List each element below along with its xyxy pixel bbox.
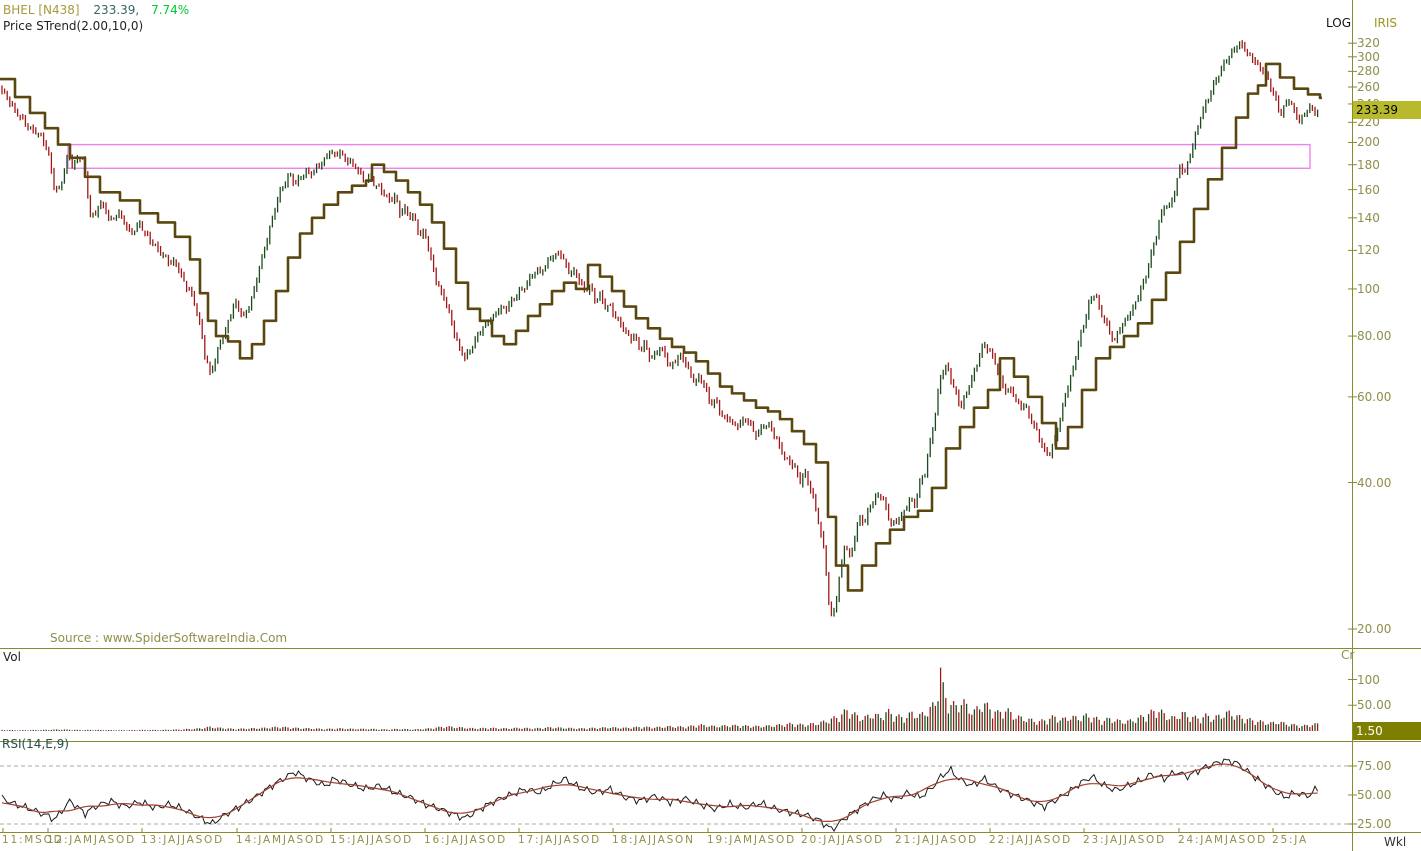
price-tick-320: 320 [1357,36,1380,51]
price-tick-180: 180 [1357,157,1380,172]
chart-header: BHEL [N438] 233.39, 7.74% [3,3,189,17]
price-tick-160: 160 [1357,182,1380,197]
change-percent-label: 7.74% [151,3,190,17]
price-tick-80.00: 80.00 [1357,329,1392,344]
log-scale-label: LOG [1326,16,1352,30]
rsi-panel-label: RSI(14,E,9) [2,737,69,751]
time-tick-11: 11:MSOD [2,834,64,846]
price-tick-280: 280 [1357,64,1380,79]
price-tick-140: 140 [1357,210,1380,225]
time-tick-22: 22:JAJJASOD [989,834,1072,846]
time-tick-21: 21:JAJJASOD [895,834,978,846]
price-tick-40.00: 40.00 [1357,475,1392,490]
rsi-tick-25.00: 25.00 [1357,817,1392,831]
source-note: Source : www.SpiderSoftwareIndia.Com [50,631,288,645]
time-tick-16: 16:JAJJASOD [424,834,507,846]
last-price-badge: 233.39 [1353,101,1421,119]
time-tick-24: 24:JAMJASOD [1178,834,1267,846]
app-watermark: IRIS [1374,16,1398,30]
volume-panel-label: Vol [3,650,21,664]
time-tick-20: 20:JAJJASOD [801,834,884,846]
price-tick-100: 100 [1357,281,1380,296]
price-tick-20.00: 20.00 [1357,622,1392,636]
price-tick-260: 260 [1357,80,1380,95]
volume-baseline-badge: 1.50 [1353,722,1421,740]
price-tick-60.00: 60.00 [1357,389,1392,404]
volume-tick-100: 100 [1357,672,1380,687]
timeframe-label: Wkl [1384,835,1407,849]
rsi-tick-75.00: 75.00 [1357,759,1392,773]
time-tick-18: 18:JAJJASON [612,834,695,846]
time-tick-14: 14:JAMJASOD [236,834,325,846]
time-tick-12: 12:JAMJASOD [47,834,136,846]
price-tick-200: 200 [1357,135,1380,150]
time-tick-23: 23:JAJJASOD [1083,834,1166,846]
time-tick-19: 19:JAMJASOD [707,834,796,846]
volume-unit-label: Cr [1341,648,1355,662]
indicator-header: Price STrend(2.00,10,0) [3,19,144,33]
symbol-label: BHEL [N438] [3,3,80,17]
time-tick-25: 25:JA [1272,834,1308,846]
price-tick-300: 300 [1357,49,1380,64]
time-axis-labels: 11:MSOD 12:JAMJASOD 13:JAJJASOD 14:JAMJASOD… [0,834,1360,851]
last-price-label: 233.39, [93,3,140,17]
rsi-tick-50.00: 50.00 [1357,788,1392,802]
price-tick-120: 120 [1357,243,1380,258]
time-tick-15: 15:JAJJASOD [330,834,413,846]
volume-tick-50.00: 50.00 [1357,698,1392,713]
time-tick-13: 13:JAJJASOD [141,834,224,846]
time-tick-17: 17:JAJJASOD [518,834,601,846]
